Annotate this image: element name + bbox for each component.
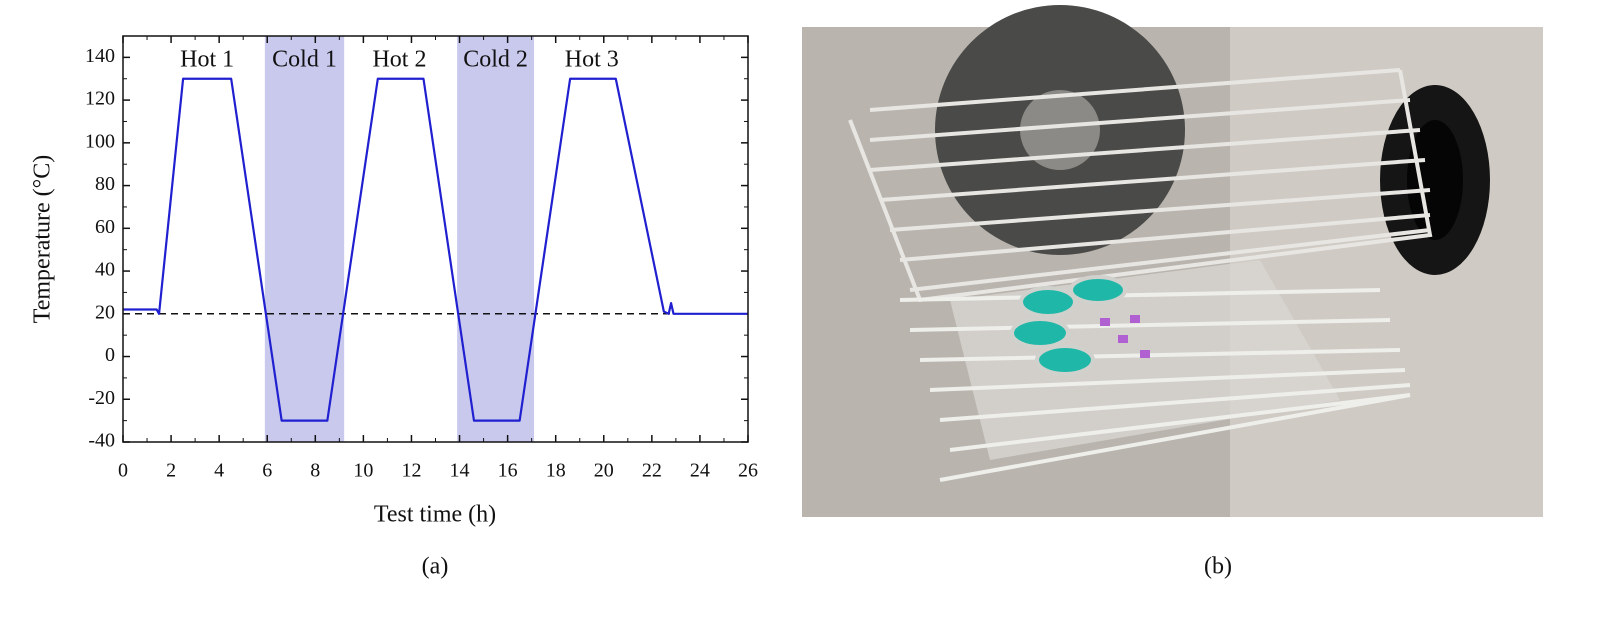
y-tick-label: 20 bbox=[95, 301, 115, 323]
x-tick-label: 18 bbox=[546, 460, 566, 482]
y-tick-label: 140 bbox=[85, 45, 115, 67]
small-samples bbox=[1100, 315, 1150, 358]
x-tick-label: 20 bbox=[594, 460, 614, 482]
x-tick-label: 14 bbox=[450, 460, 470, 482]
y-tick-label: -40 bbox=[88, 430, 115, 452]
y-tick-label: 40 bbox=[95, 259, 115, 281]
samples bbox=[1010, 275, 1127, 376]
y-tick-label: 120 bbox=[85, 88, 115, 110]
x-tick-label: 8 bbox=[310, 460, 320, 482]
x-tick-label: 4 bbox=[214, 460, 224, 482]
annotation: Hot 3 bbox=[565, 47, 619, 73]
x-tick-label: 16 bbox=[498, 460, 518, 482]
y-tick-label: 80 bbox=[95, 173, 115, 195]
chart-caption: (a) bbox=[422, 554, 449, 580]
y-tick-label: 100 bbox=[85, 130, 115, 152]
upper-rack bbox=[848, 68, 1433, 303]
x-tick-label: 24 bbox=[690, 460, 710, 482]
annotation: Cold 2 bbox=[463, 47, 528, 73]
x-tick-label: 10 bbox=[353, 460, 373, 482]
x-tick-label: 22 bbox=[642, 460, 662, 482]
x-tick-label: 0 bbox=[118, 460, 128, 482]
y-tick-label: -20 bbox=[88, 387, 115, 409]
x-tick-label: 2 bbox=[166, 460, 176, 482]
shaded-region bbox=[457, 36, 535, 442]
y-tick-label: 60 bbox=[95, 216, 115, 238]
data-line bbox=[123, 77, 748, 422]
fan-hub bbox=[1020, 90, 1100, 170]
annotation: Hot 2 bbox=[372, 47, 426, 73]
lower-rack bbox=[899, 288, 1411, 482]
port-hole bbox=[1407, 120, 1463, 240]
x-axis-label: Test time (h) bbox=[374, 502, 496, 528]
y-tick-label: 0 bbox=[105, 344, 115, 366]
y-axis-label: Temperature (°C) bbox=[30, 155, 56, 324]
x-tick-label: 26 bbox=[738, 460, 758, 482]
plot-frame bbox=[122, 35, 749, 443]
x-tick-label: 6 bbox=[262, 460, 272, 482]
shaded-region bbox=[264, 36, 345, 442]
annotation: Cold 1 bbox=[272, 47, 337, 73]
annotation: Hot 1 bbox=[180, 47, 234, 73]
x-tick-label: 12 bbox=[401, 460, 421, 482]
photo bbox=[802, 5, 1543, 517]
photo-caption: (b) bbox=[1204, 554, 1232, 580]
